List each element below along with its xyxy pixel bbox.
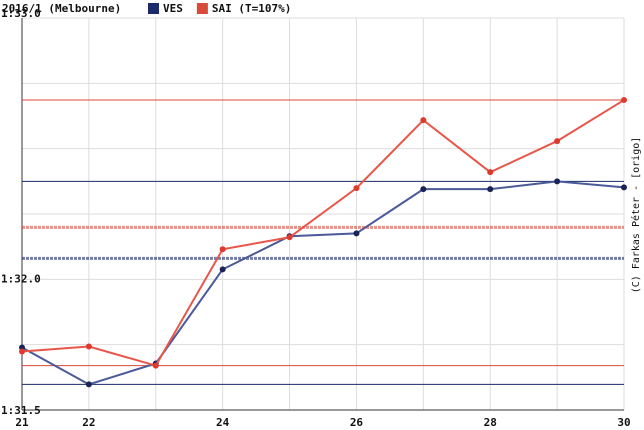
legend-swatch bbox=[148, 3, 159, 14]
point bbox=[621, 184, 627, 191]
legend-label: SAI (T=107%) bbox=[212, 2, 291, 15]
point bbox=[286, 234, 293, 241]
point bbox=[554, 178, 561, 185]
point bbox=[219, 266, 226, 273]
point bbox=[219, 246, 226, 253]
x-tick-label: 21 bbox=[15, 416, 29, 429]
x-tick-label: 30 bbox=[617, 416, 630, 429]
point bbox=[152, 362, 159, 369]
point bbox=[353, 185, 360, 192]
chart-title: 2016/1 (Melbourne) bbox=[2, 2, 121, 15]
x-tick-label: 24 bbox=[216, 416, 230, 429]
point bbox=[85, 343, 92, 350]
y-tick-label: 1:33.0 bbox=[1, 7, 41, 20]
point bbox=[487, 169, 494, 176]
series-line bbox=[21, 99, 625, 367]
x-tick-label: 26 bbox=[350, 416, 364, 429]
point bbox=[487, 186, 494, 193]
point bbox=[420, 186, 427, 193]
point bbox=[554, 138, 561, 145]
point bbox=[353, 230, 360, 237]
point bbox=[621, 97, 627, 104]
legend-label: VES bbox=[163, 2, 183, 15]
x-tick-label: 22 bbox=[82, 416, 95, 429]
legend-swatch bbox=[196, 3, 208, 14]
y-tick-label: 1:31.5 bbox=[1, 404, 41, 417]
y-tick-label: 1:32.0 bbox=[1, 272, 41, 285]
point bbox=[420, 117, 427, 124]
point bbox=[85, 381, 92, 388]
x-tick-label: 28 bbox=[484, 416, 497, 429]
series-line bbox=[21, 180, 625, 386]
point bbox=[19, 348, 25, 355]
credit: (C) Farkas Péter - [origo] bbox=[630, 137, 642, 294]
